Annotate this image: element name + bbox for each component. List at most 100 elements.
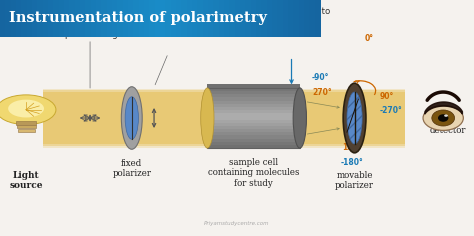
Ellipse shape xyxy=(444,114,448,117)
Text: detector: detector xyxy=(429,126,466,135)
Ellipse shape xyxy=(343,83,366,153)
FancyBboxPatch shape xyxy=(207,116,300,120)
FancyBboxPatch shape xyxy=(133,0,140,37)
FancyBboxPatch shape xyxy=(85,0,91,37)
FancyBboxPatch shape xyxy=(203,0,209,37)
FancyBboxPatch shape xyxy=(43,0,49,37)
FancyBboxPatch shape xyxy=(101,0,108,37)
FancyBboxPatch shape xyxy=(171,0,177,37)
FancyBboxPatch shape xyxy=(207,106,300,110)
Ellipse shape xyxy=(201,88,214,148)
FancyBboxPatch shape xyxy=(213,0,219,37)
FancyBboxPatch shape xyxy=(155,0,161,37)
FancyBboxPatch shape xyxy=(299,0,305,37)
FancyBboxPatch shape xyxy=(207,113,300,116)
FancyBboxPatch shape xyxy=(165,0,172,37)
Circle shape xyxy=(8,100,44,118)
FancyBboxPatch shape xyxy=(123,0,129,37)
FancyBboxPatch shape xyxy=(277,0,283,37)
FancyBboxPatch shape xyxy=(187,0,193,37)
FancyBboxPatch shape xyxy=(224,0,230,37)
FancyBboxPatch shape xyxy=(128,0,134,37)
Ellipse shape xyxy=(438,114,448,122)
FancyBboxPatch shape xyxy=(207,138,300,142)
FancyBboxPatch shape xyxy=(69,0,76,37)
FancyBboxPatch shape xyxy=(207,132,300,135)
Circle shape xyxy=(0,95,56,125)
Text: Light
source: Light source xyxy=(9,171,43,190)
Text: -90°: -90° xyxy=(312,73,329,82)
FancyBboxPatch shape xyxy=(261,0,267,37)
FancyBboxPatch shape xyxy=(240,0,246,37)
FancyBboxPatch shape xyxy=(207,94,300,97)
FancyBboxPatch shape xyxy=(43,88,405,148)
Text: -270°: -270° xyxy=(379,106,402,115)
FancyBboxPatch shape xyxy=(207,126,300,129)
FancyBboxPatch shape xyxy=(32,0,38,37)
FancyBboxPatch shape xyxy=(207,100,300,104)
FancyBboxPatch shape xyxy=(207,103,300,107)
FancyBboxPatch shape xyxy=(149,0,155,37)
Text: Optical rotation due to
molecules: Optical rotation due to molecules xyxy=(233,7,331,26)
FancyBboxPatch shape xyxy=(43,92,405,144)
FancyBboxPatch shape xyxy=(293,0,300,37)
FancyBboxPatch shape xyxy=(107,0,113,37)
FancyBboxPatch shape xyxy=(48,0,54,37)
Text: 270°: 270° xyxy=(312,88,332,97)
Text: Linearly
polarized
light: Linearly polarized light xyxy=(148,4,188,34)
FancyBboxPatch shape xyxy=(18,129,35,132)
FancyBboxPatch shape xyxy=(207,122,300,126)
FancyBboxPatch shape xyxy=(91,0,97,37)
Ellipse shape xyxy=(125,97,138,139)
Text: Priyamstudycentre.com: Priyamstudycentre.com xyxy=(204,220,270,226)
FancyBboxPatch shape xyxy=(59,0,65,37)
FancyBboxPatch shape xyxy=(112,0,118,37)
Ellipse shape xyxy=(293,88,306,148)
Text: sample cell
containing molecules
for study: sample cell containing molecules for stu… xyxy=(208,158,300,188)
Text: 180°: 180° xyxy=(342,143,362,152)
FancyBboxPatch shape xyxy=(219,0,225,37)
FancyBboxPatch shape xyxy=(138,0,145,37)
Text: fixed
polarizer: fixed polarizer xyxy=(112,159,151,178)
FancyBboxPatch shape xyxy=(54,0,60,37)
FancyBboxPatch shape xyxy=(207,129,300,132)
Text: Instrumentation of polarimetry: Instrumentation of polarimetry xyxy=(9,11,266,25)
FancyBboxPatch shape xyxy=(207,141,300,145)
FancyBboxPatch shape xyxy=(17,125,36,128)
FancyBboxPatch shape xyxy=(37,0,44,37)
FancyBboxPatch shape xyxy=(309,0,316,37)
FancyBboxPatch shape xyxy=(16,0,22,37)
Text: -180°: -180° xyxy=(340,158,363,167)
FancyBboxPatch shape xyxy=(207,91,300,94)
FancyBboxPatch shape xyxy=(80,0,86,37)
FancyBboxPatch shape xyxy=(160,0,166,37)
FancyBboxPatch shape xyxy=(43,90,405,146)
FancyBboxPatch shape xyxy=(235,0,241,37)
FancyBboxPatch shape xyxy=(118,0,124,37)
FancyBboxPatch shape xyxy=(207,119,300,123)
FancyBboxPatch shape xyxy=(0,0,6,37)
Ellipse shape xyxy=(423,106,463,130)
FancyBboxPatch shape xyxy=(197,0,204,37)
FancyBboxPatch shape xyxy=(75,0,81,37)
Text: unpolarized light: unpolarized light xyxy=(54,30,126,39)
Ellipse shape xyxy=(347,92,362,144)
FancyBboxPatch shape xyxy=(267,0,273,37)
FancyBboxPatch shape xyxy=(207,135,300,139)
FancyBboxPatch shape xyxy=(176,0,182,37)
FancyBboxPatch shape xyxy=(96,0,102,37)
FancyBboxPatch shape xyxy=(229,0,236,37)
Ellipse shape xyxy=(432,110,455,126)
FancyBboxPatch shape xyxy=(288,0,294,37)
FancyBboxPatch shape xyxy=(64,0,70,37)
FancyBboxPatch shape xyxy=(207,144,300,148)
FancyBboxPatch shape xyxy=(21,0,27,37)
FancyBboxPatch shape xyxy=(207,84,300,88)
FancyBboxPatch shape xyxy=(207,110,300,113)
FancyBboxPatch shape xyxy=(207,87,300,91)
FancyBboxPatch shape xyxy=(182,0,188,37)
FancyBboxPatch shape xyxy=(5,0,11,37)
Text: 90°: 90° xyxy=(379,92,393,101)
FancyBboxPatch shape xyxy=(251,0,257,37)
FancyBboxPatch shape xyxy=(192,0,198,37)
